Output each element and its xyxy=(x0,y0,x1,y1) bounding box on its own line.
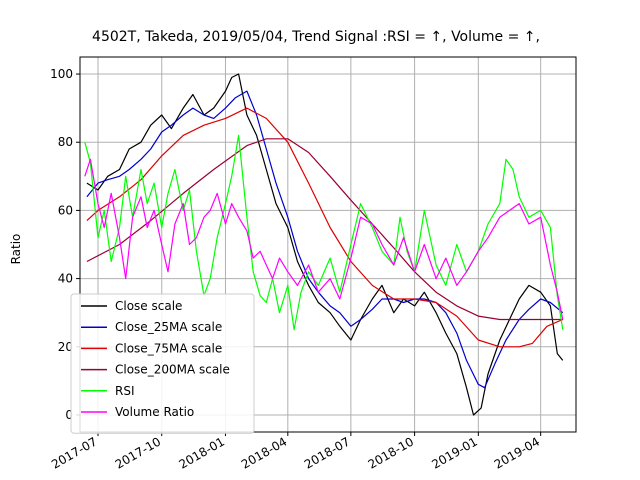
y-tick-label: 100 xyxy=(50,67,73,81)
legend: Close scale Close_25MA scale Close_75MA sc… xyxy=(70,293,255,434)
plot-area xyxy=(84,73,564,416)
legend-label-volume-ratio: Volume Ratio xyxy=(115,405,194,419)
y-tick-label: 60 xyxy=(58,203,73,217)
series-line-rsi xyxy=(84,134,564,331)
series-line-close-200ma-scale xyxy=(86,138,563,321)
x-tick-label: 2018-04 xyxy=(239,434,289,471)
grid xyxy=(80,57,576,432)
x-tick-label: 2018-01 xyxy=(177,434,227,471)
x-tick-label: 2017-10 xyxy=(113,434,163,471)
y-tick-label: 20 xyxy=(58,340,73,354)
x-tick-label: 2019-01 xyxy=(429,434,479,471)
x-tick-label: 2018-07 xyxy=(302,434,352,471)
legend-box xyxy=(70,293,255,434)
series-line-close-scale xyxy=(86,73,564,416)
legend-label-rsi: RSI xyxy=(115,384,135,398)
y-axis-label: Ratio xyxy=(9,234,23,265)
series-line-close-75ma-scale xyxy=(86,107,564,348)
y-tick-label: 40 xyxy=(58,272,73,286)
x-tick-label: 2017-07 xyxy=(49,434,99,471)
plot-frame xyxy=(79,56,577,433)
x-tick-label: 2018-10 xyxy=(366,434,416,471)
y-tick-label: 80 xyxy=(58,135,73,149)
y-tick-label: 0 xyxy=(65,408,73,422)
series-line-volume-ratio xyxy=(84,158,564,320)
legend-label-close-200ma-scale: Close_200MA scale xyxy=(115,363,230,377)
chart-title: 4502T, Takeda, 2019/05/04, Trend Signal … xyxy=(92,29,540,45)
series-line-close-25ma-scale xyxy=(86,90,564,389)
legend-label-close-25ma-scale: Close_25MA scale xyxy=(115,320,222,334)
legend-label-close-scale: Close scale xyxy=(115,299,182,313)
legend-label-close-75ma-scale: Close_75MA scale xyxy=(115,341,222,355)
x-axis: 2017-07 2017-10 2018-01 2018-04 2018-07 2018-… xyxy=(49,432,542,472)
x-tick-label: 2019-04 xyxy=(492,434,542,471)
